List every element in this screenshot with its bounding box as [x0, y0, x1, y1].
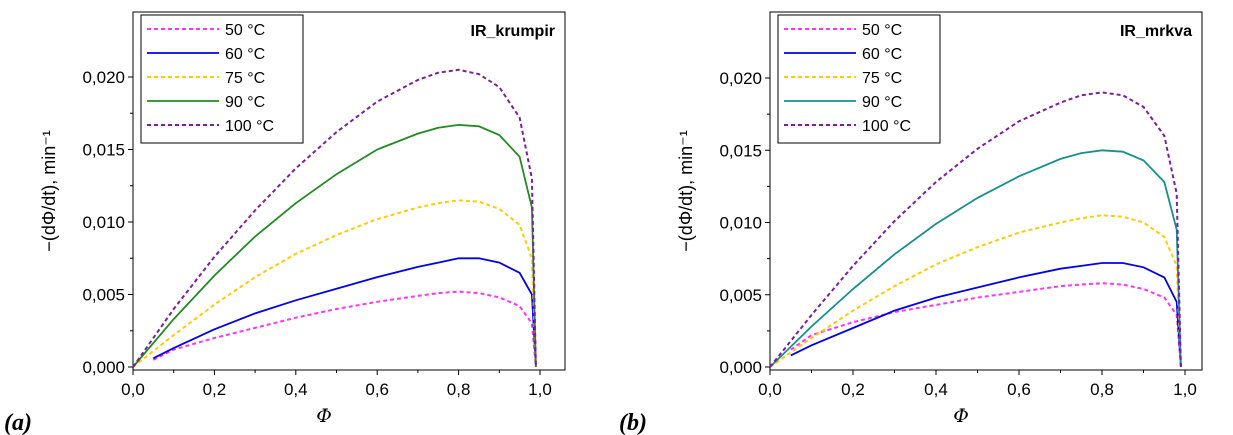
y-tick-label: 0,005 [82, 286, 125, 305]
plot-frame [769, 11, 1203, 371]
chart-a-svg: 0,000 0,005 0,010 0,015 0,020 0,0 0,2 0,4 0,6 0,8… [4, 11, 566, 435]
series-line [152, 257, 537, 368]
legend-box [140, 14, 304, 144]
x-axis-label: Φ [953, 405, 969, 427]
y-tick-label: 0,000 [719, 358, 762, 377]
series-line [769, 214, 1182, 368]
y-axis-label: −(dΦ/dt), min⁻¹ [676, 130, 696, 251]
x-tick-label: 0,6 [365, 380, 389, 399]
x-tick-label: 0,8 [447, 380, 471, 399]
plot-frame [132, 11, 566, 371]
y-tick-label: 0,020 [82, 68, 125, 87]
x-tick-label: 0,4 [924, 380, 948, 399]
x-tick-label: 1,0 [528, 380, 552, 399]
chart-panel-a: 0,000 0,005 0,010 0,015 0,020 0,0 0,2 0,4 0,6 0,8… [0, 0, 616, 435]
legend-label: 60 °C [862, 46, 902, 63]
series-line [790, 282, 1182, 368]
x-tick-label: 0,0 [758, 380, 782, 399]
legend-label: 100 °C [225, 118, 274, 135]
legend-label: 100 °C [862, 118, 911, 135]
panel-label: (a) [4, 410, 32, 435]
series-line [790, 262, 1182, 368]
y-tick-label: 0,010 [719, 214, 762, 233]
x-tick-label: 0,2 [203, 380, 227, 399]
legend-label: 50 °C [225, 22, 265, 39]
legend-label: 75 °C [225, 70, 265, 87]
chart-b-svg: 0,000 0,005 0,010 0,015 0,020 0,0 0,2 0,4 0,6 0,8… [619, 11, 1203, 435]
x-axis-label: Φ [316, 405, 332, 427]
chart-title: IR_krumpir [471, 23, 555, 40]
x-tick-label: 0,8 [1090, 380, 1114, 399]
chart-title: IR_mrkva [1120, 23, 1192, 40]
x-tick-label: 0,6 [1007, 380, 1031, 399]
y-tick-label: 0,015 [82, 141, 125, 160]
series-line [132, 123, 537, 368]
x-tick-label: 1,0 [1173, 380, 1197, 399]
y-tick-label: 0,015 [719, 141, 762, 160]
series-line [132, 199, 537, 368]
x-tick-label: 0,2 [841, 380, 865, 399]
series-line [132, 68, 537, 368]
legend-label: 60 °C [225, 46, 265, 63]
y-tick-label: 0,005 [719, 286, 762, 305]
panel-label: (b) [619, 410, 647, 435]
y-tick-label: 0,020 [719, 69, 762, 88]
legend-label: 90 °C [862, 94, 902, 111]
legend-label: 75 °C [862, 70, 902, 87]
series-line [152, 290, 537, 368]
x-tick-label: 0,0 [121, 380, 145, 399]
y-tick-label: 0,010 [82, 213, 125, 232]
y-tick-label: 0,000 [82, 358, 125, 377]
legend-box [777, 14, 941, 144]
legend-label: 90 °C [225, 94, 265, 111]
y-axis-label: −(dΦ/dt), min⁻¹ [39, 130, 59, 251]
x-tick-label: 0,4 [284, 380, 308, 399]
chart-panel-b: 0,000 0,005 0,010 0,015 0,020 0,0 0,2 0,4 0,6 0,8… [617, 0, 1233, 435]
legend-label: 50 °C [862, 22, 902, 39]
series-line [769, 149, 1182, 368]
